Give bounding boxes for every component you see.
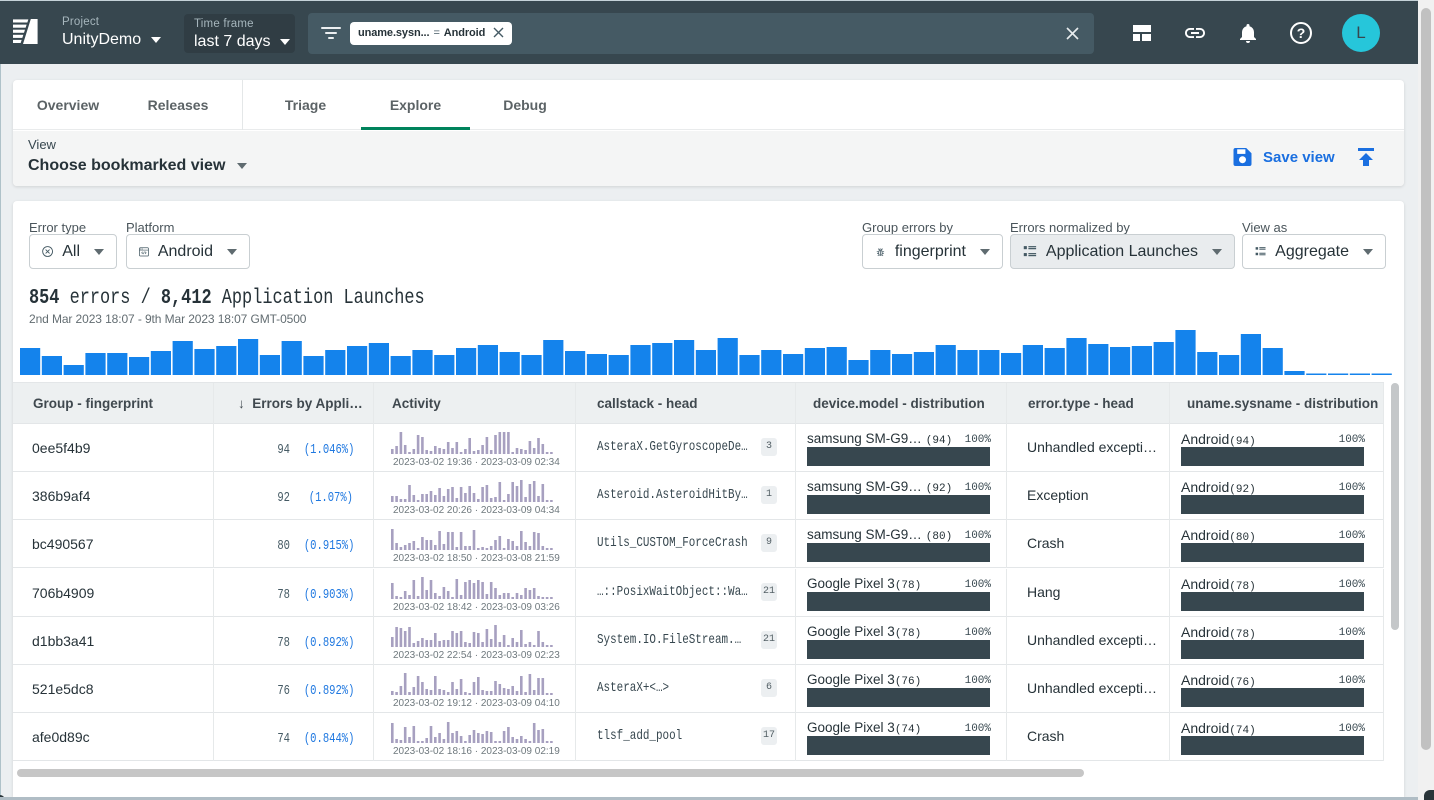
svg-text:?: ? bbox=[1297, 25, 1306, 41]
